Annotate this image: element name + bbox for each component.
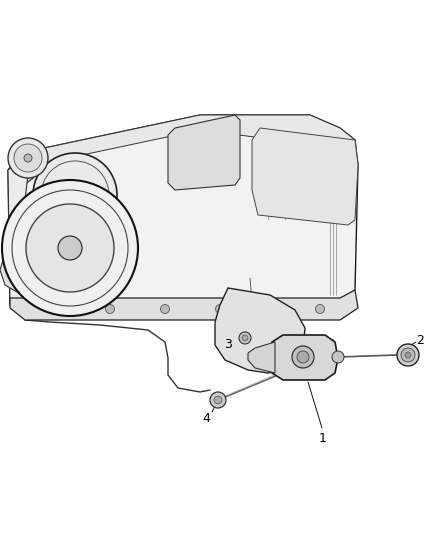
Circle shape (297, 351, 309, 363)
Polygon shape (35, 115, 355, 165)
Polygon shape (248, 342, 275, 373)
Circle shape (160, 304, 170, 313)
Polygon shape (168, 115, 240, 190)
Circle shape (210, 392, 226, 408)
Circle shape (397, 344, 419, 366)
Polygon shape (8, 115, 358, 318)
Circle shape (215, 304, 225, 313)
Circle shape (24, 154, 32, 162)
Text: 1: 1 (319, 432, 327, 445)
Circle shape (271, 304, 279, 313)
Circle shape (14, 144, 42, 172)
Polygon shape (215, 288, 305, 373)
Circle shape (106, 304, 114, 313)
Polygon shape (8, 150, 35, 318)
Circle shape (56, 304, 64, 313)
Circle shape (401, 348, 415, 362)
Circle shape (214, 396, 222, 404)
Polygon shape (10, 290, 358, 320)
Circle shape (26, 204, 114, 292)
Polygon shape (0, 248, 48, 295)
Text: 4: 4 (202, 411, 210, 424)
Circle shape (292, 346, 314, 368)
Text: 2: 2 (416, 334, 424, 346)
Polygon shape (268, 335, 338, 380)
Polygon shape (252, 128, 358, 225)
Circle shape (242, 335, 248, 341)
Circle shape (33, 153, 117, 237)
Text: 3: 3 (224, 338, 232, 351)
Circle shape (66, 186, 84, 204)
Circle shape (332, 351, 344, 363)
Circle shape (2, 180, 138, 316)
Circle shape (8, 138, 48, 178)
Circle shape (315, 304, 325, 313)
Circle shape (405, 352, 411, 358)
Circle shape (239, 332, 251, 344)
Circle shape (58, 236, 82, 260)
